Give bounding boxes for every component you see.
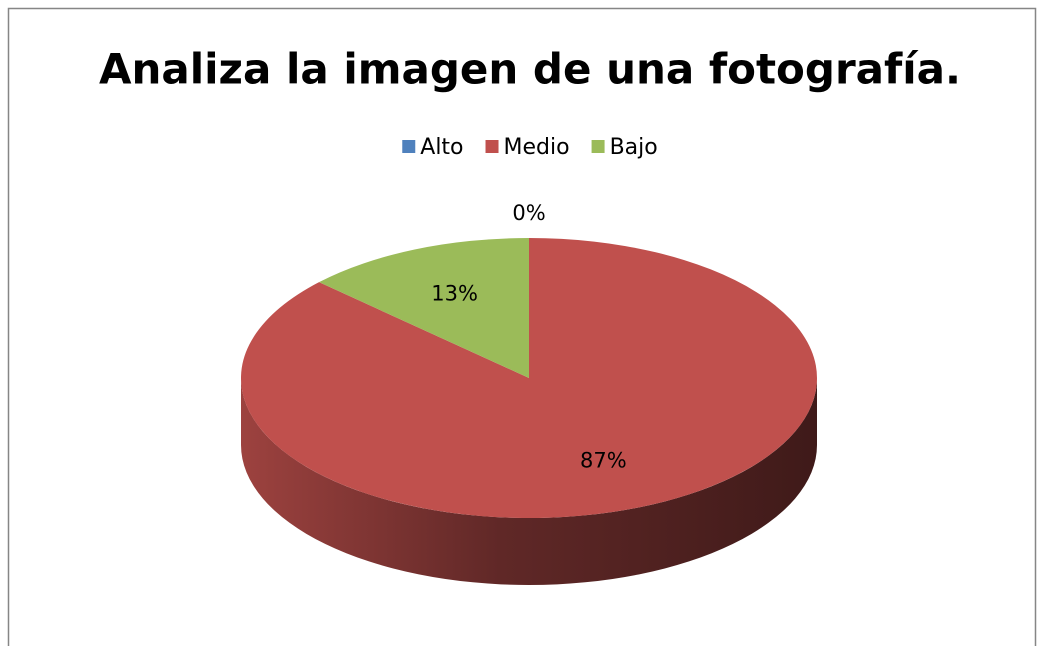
chart-title: Analiza la imagen de una fotografía. — [99, 45, 961, 94]
legend-swatch — [402, 140, 416, 153]
legend-swatch — [591, 140, 605, 153]
legend-swatch — [485, 140, 499, 153]
legend-label: Alto — [420, 135, 463, 160]
legend-label: Medio — [504, 135, 570, 160]
data-label: 87% — [580, 449, 627, 473]
slice-side — [241, 378, 817, 585]
chart-border — [7, 7, 1037, 646]
legend-label: Bajo — [610, 135, 658, 160]
data-label: 13% — [431, 281, 478, 305]
data-label: 0% — [512, 201, 545, 225]
pie-slice — [319, 238, 529, 378]
